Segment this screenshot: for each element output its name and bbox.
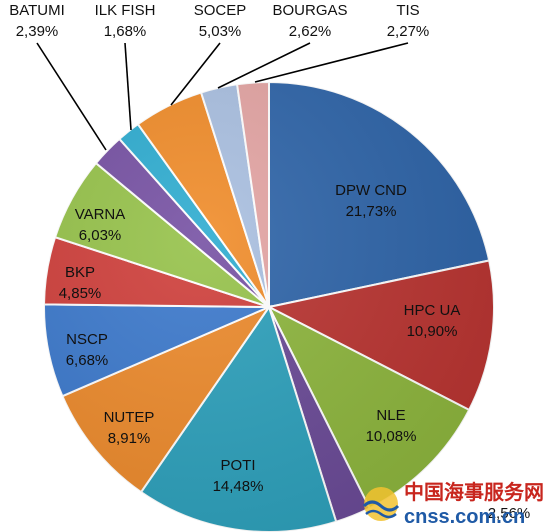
watermark-en: cnss.com.cn	[404, 506, 525, 528]
slice-label-socep: SOCEP 5,03%	[194, 2, 247, 40]
slice-label-ilk-fish: ILK FISH 1,68%	[95, 2, 156, 40]
leader-lines	[36, 42, 409, 151]
leader-line-tis	[254, 42, 409, 83]
slice-label-nscp: NSCP 6,68%	[66, 331, 109, 369]
watermark-cn: 中国海事服务网	[404, 480, 544, 504]
slice-label-bourgas: BOURGAS 2,62%	[272, 2, 347, 40]
leader-line-batumi	[36, 42, 107, 151]
slice-labels: DPW CND 21,73% HPC UA 10,90% NLE 10,08% 2,56% P…	[9, 2, 530, 522]
slice-label-nle: NLE 10,08%	[366, 407, 417, 445]
leader-line-ilk-fish	[124, 42, 132, 131]
slice-label-hpc-ua: HPC UA 10,90%	[404, 302, 461, 340]
slice-label-tis: TIS 2,27%	[387, 2, 430, 40]
slice-label-batumi: BATUMI 2,39%	[9, 2, 65, 40]
watermark-logo-icon	[362, 487, 400, 521]
slice-label-bkp: BKP 4,85%	[59, 264, 102, 302]
slice-label-poti: POTI 14,48%	[213, 457, 264, 495]
slice-label-unlabeled: 2,56%	[488, 505, 531, 522]
watermark: 中国海事服务网 cnss.com.cn	[362, 480, 544, 528]
leader-line-socep	[170, 42, 221, 106]
slice-label-varna: VARNA 6,03%	[75, 206, 126, 244]
leader-line-bourgas	[217, 42, 311, 89]
slice-label-nutep: NUTEP 8,91%	[104, 409, 155, 447]
slice-label-dpw-cnd: DPW CND 21,73%	[335, 182, 407, 220]
